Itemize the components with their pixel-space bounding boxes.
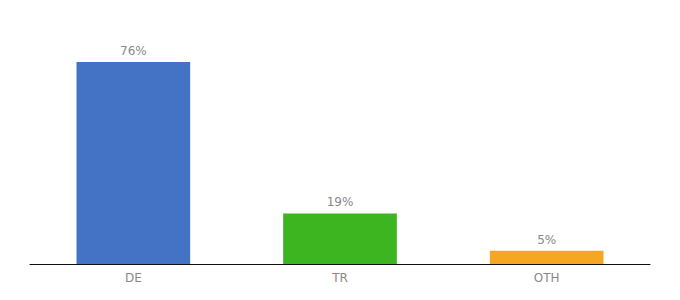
svg-text:19%: 19% <box>327 195 354 209</box>
svg-text:TR: TR <box>331 271 348 285</box>
svg-text:OTH: OTH <box>534 271 560 285</box>
svg-text:76%: 76% <box>120 44 147 58</box>
svg-text:5%: 5% <box>537 233 556 247</box>
svg-text:DE: DE <box>125 271 142 285</box>
